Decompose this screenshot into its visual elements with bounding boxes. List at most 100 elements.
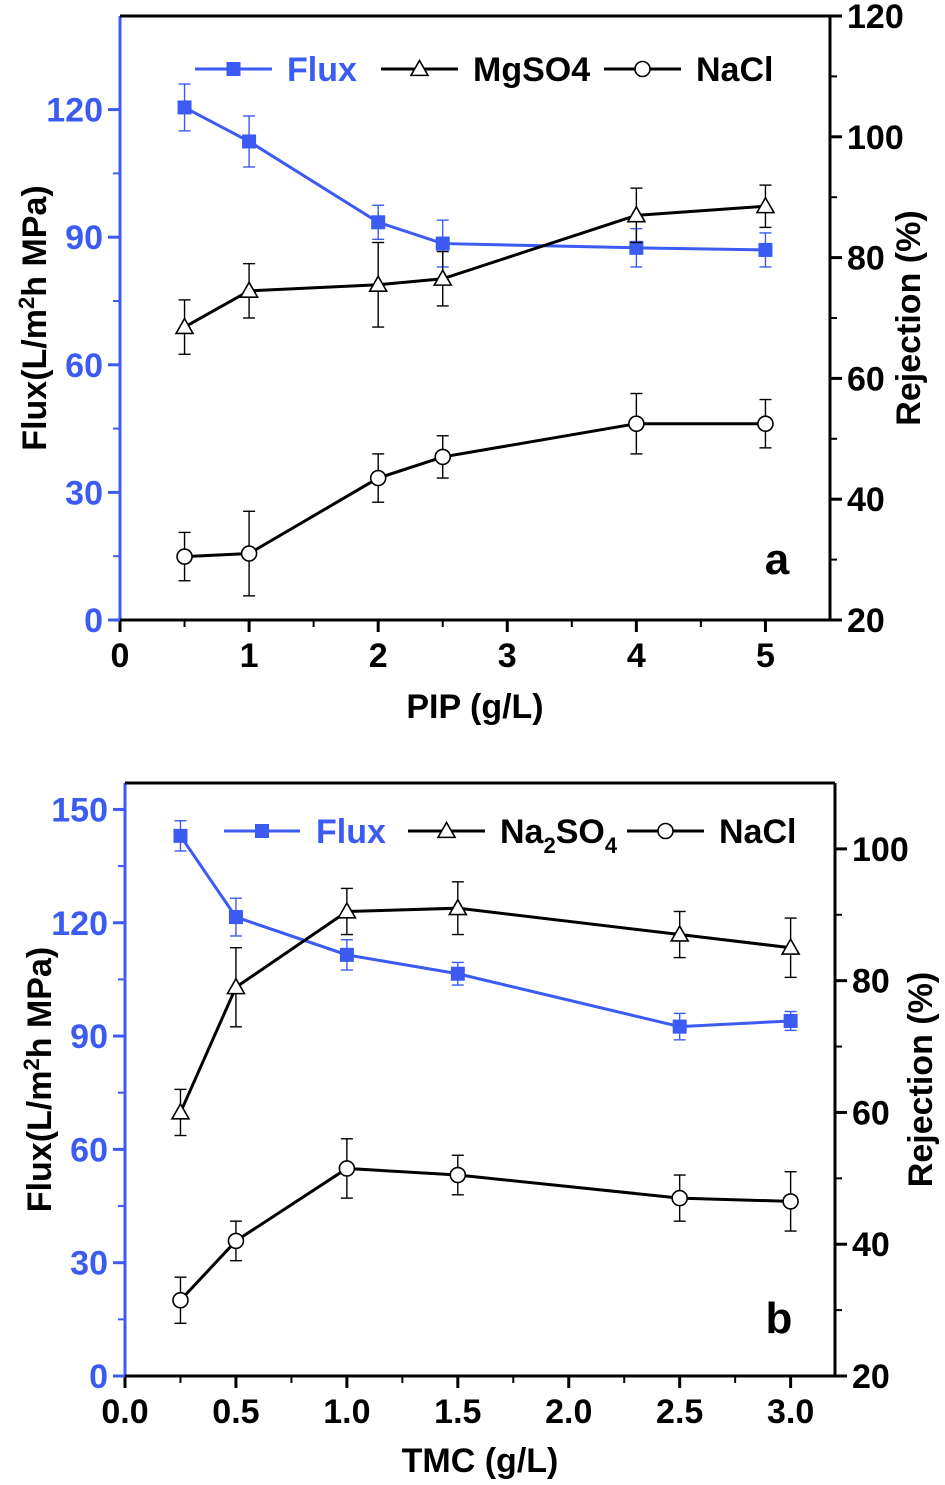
chart-panel-a: 0 1 2 3 4 5 0 30 60 90 120 20 40 60 80 100 120 PIP (g/L) F… <box>14 0 928 726</box>
y2-tick-label: 100 <box>852 831 909 869</box>
data-point <box>240 545 258 562</box>
legend-label: MgSO4 <box>473 51 590 89</box>
data-point <box>755 196 776 214</box>
data-point <box>339 947 354 962</box>
x-tick-label: 2 <box>369 637 388 675</box>
y2-tick-label: 100 <box>847 119 904 157</box>
y2-tick-label: 80 <box>847 240 885 278</box>
data-point <box>174 316 195 335</box>
series-line <box>184 422 766 559</box>
x-axis-title: PIP (g/L) <box>406 688 543 726</box>
series-flux <box>177 83 773 268</box>
data-point <box>782 1193 799 1210</box>
series-line <box>179 1166 791 1302</box>
data-point <box>672 1019 687 1034</box>
legend: Flux Na2SO4 NaCl <box>224 813 796 858</box>
y-axis-title-part: Flux(L/m <box>21 1071 59 1213</box>
legend-label: NaCl <box>696 51 773 89</box>
series-line <box>179 906 791 1114</box>
legend-marker <box>634 60 651 78</box>
data-point <box>239 280 259 298</box>
data-point <box>338 1160 356 1177</box>
data-point <box>336 901 357 919</box>
data-point <box>371 215 386 230</box>
data-point <box>173 828 188 843</box>
y-tick-label: 30 <box>70 1245 108 1283</box>
legend-marker <box>436 820 457 839</box>
y2-axis-title: Rejection (%) <box>890 210 928 425</box>
y2-tick-label: 40 <box>847 481 885 519</box>
data-point <box>626 205 647 223</box>
x-tick-label: 0.5 <box>212 1393 259 1431</box>
y2-tick-label: 60 <box>847 360 885 398</box>
series-flux <box>173 820 798 1041</box>
legend-marker <box>657 822 674 840</box>
series-line <box>183 106 766 252</box>
legend-label: NaCl <box>719 813 796 851</box>
data-point <box>435 236 450 251</box>
y2-tick-label: 20 <box>852 1358 890 1396</box>
data-point <box>226 977 246 995</box>
y2-tick-label: 20 <box>847 602 885 640</box>
panel-label: b <box>766 1294 793 1343</box>
y-tick-label: 60 <box>65 347 103 385</box>
y2-tick-label: 60 <box>852 1094 890 1132</box>
series-line <box>183 204 766 329</box>
data-point <box>447 898 468 916</box>
data-point <box>227 1232 245 1250</box>
x-tick-label: 0.0 <box>101 1393 148 1431</box>
data-point <box>780 937 801 955</box>
data-point <box>629 240 644 255</box>
y-tick-label: 90 <box>70 1018 108 1056</box>
data-point <box>450 966 465 981</box>
x-tick-label: 1.5 <box>434 1393 481 1431</box>
data-point <box>628 415 645 433</box>
data-point <box>783 1013 798 1028</box>
y-axis-title-part: h MPa) <box>16 185 54 296</box>
y-axis-title-part: h MPa) <box>21 947 59 1058</box>
data-point <box>669 924 690 942</box>
legend-marker <box>255 824 269 838</box>
legend-label: Flux <box>287 51 357 89</box>
y-tick-label: 30 <box>65 474 103 512</box>
x-tick-label: 4 <box>627 637 646 675</box>
data-point <box>758 242 773 257</box>
y-tick-label: 150 <box>51 791 108 829</box>
data-point <box>671 1189 688 1207</box>
data-point <box>434 448 452 466</box>
y-axis-title-part: Flux(L/m <box>16 309 54 451</box>
y-tick-label: 90 <box>65 219 103 257</box>
data-point <box>432 268 453 286</box>
x-tick-label: 3 <box>498 637 517 675</box>
y-tick-label: 60 <box>70 1131 108 1169</box>
legend-label-part: SO <box>556 813 605 851</box>
data-point <box>449 1166 467 1184</box>
series-na2so4 <box>170 881 801 1137</box>
legend-label-subscript: 4 <box>605 833 618 858</box>
legend-label-subscript: 2 <box>543 833 555 858</box>
data-point <box>757 415 774 433</box>
legend: Flux MgSO4 NaCl <box>195 51 773 89</box>
series-nacl <box>172 1138 799 1324</box>
legend-label: Na2SO4 <box>500 813 618 858</box>
panel-label: a <box>765 535 790 584</box>
data-point <box>170 1102 191 1120</box>
data-point <box>172 1291 189 1309</box>
y2-tick-label: 40 <box>852 1226 890 1264</box>
x-tick-label: 1 <box>240 637 259 675</box>
data-point <box>176 548 193 565</box>
y-tick-label: 0 <box>84 602 103 640</box>
y2-axis-title: Rejection (%) <box>902 972 940 1187</box>
y-axis-title: Flux(L/m2h MPa) <box>19 947 59 1212</box>
data-point <box>242 134 257 149</box>
x-axis-title: TMC (g/L) <box>402 1442 559 1480</box>
legend-label-part: Na <box>500 813 545 851</box>
series-nacl <box>176 392 774 597</box>
legend-marker <box>409 58 430 77</box>
y-tick-label: 0 <box>89 1358 108 1396</box>
x-tick-label: 5 <box>756 637 775 675</box>
legend-label: Flux <box>316 813 386 851</box>
data-point <box>368 274 389 292</box>
y-axis-title: Flux(L/m2h MPa) <box>14 185 54 450</box>
